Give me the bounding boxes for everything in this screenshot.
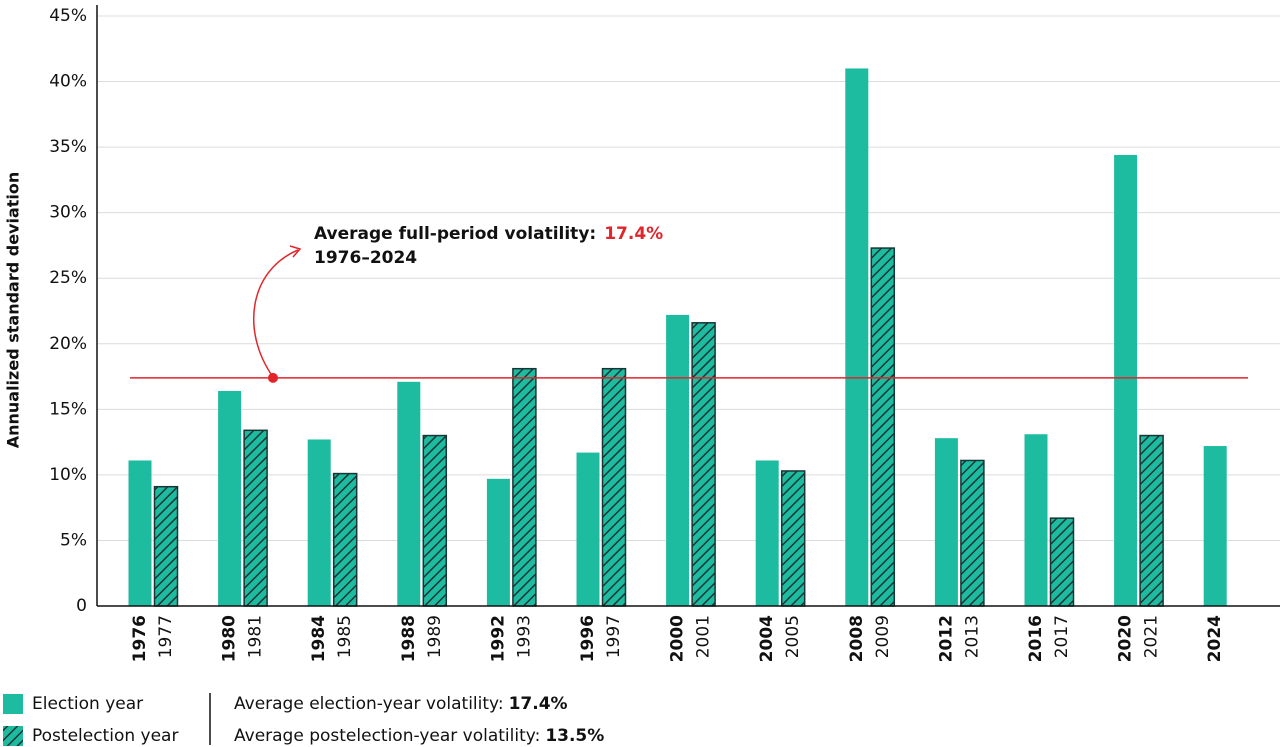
bar <box>691 322 716 607</box>
summary-label: Average election-year volatility: <box>234 694 504 714</box>
bar <box>486 478 510 606</box>
summary-value: 17.4% <box>509 694 568 714</box>
x-tick-label: 2016 <box>1026 615 1046 662</box>
legend-swatch <box>3 694 23 714</box>
x-tick-label: 2020 <box>1116 615 1136 662</box>
x-tick-label: 1992 <box>488 615 508 662</box>
x-tick-label: 1980 <box>220 615 240 662</box>
x-tick-label: 2004 <box>757 615 777 662</box>
bar <box>666 314 690 606</box>
y-tick-label: 30% <box>49 203 87 223</box>
arrow-head <box>289 245 302 258</box>
summary: Average election-year volatility: 17.4% <box>234 694 568 714</box>
bar <box>870 247 896 607</box>
y-tick-label: 45% <box>49 6 87 26</box>
annotation-label: Average full-period volatility: <box>314 224 596 244</box>
bar <box>960 459 985 607</box>
x-tick-label: 1996 <box>578 615 598 662</box>
summary-label: Average postelection-year volatility: <box>234 726 540 746</box>
bar <box>307 439 331 606</box>
bar <box>576 452 600 606</box>
bar <box>332 472 358 607</box>
bar <box>1139 434 1164 607</box>
y-tick-label: 15% <box>49 399 87 419</box>
bar <box>512 367 537 607</box>
y-tick-label: 10% <box>49 465 87 485</box>
x-tick-label: 2024 <box>1205 615 1225 662</box>
bar <box>218 390 242 606</box>
y-tick-label: 25% <box>49 268 87 288</box>
x-tick-label: 1977 <box>156 615 176 658</box>
bar <box>153 485 179 607</box>
y-tick-label: 0 <box>76 596 87 616</box>
annotation-arrow <box>253 249 299 378</box>
x-tick-label: 2005 <box>783 615 803 658</box>
x-tick-label: 1984 <box>309 615 329 662</box>
annotation-value: 17.4% <box>604 224 663 244</box>
bar <box>780 470 806 607</box>
bar <box>397 381 421 606</box>
x-tick-label: 1989 <box>425 615 445 658</box>
bar <box>934 438 958 606</box>
bar <box>422 434 448 607</box>
annotation-period: 1976–2024 <box>314 248 417 268</box>
summary-value: 13.5% <box>545 726 604 746</box>
y-tick-label: 35% <box>49 137 87 157</box>
bar <box>1049 517 1075 607</box>
bar <box>243 429 268 607</box>
x-tick-label: 1997 <box>604 615 624 658</box>
bar <box>128 460 152 606</box>
x-tick-label: 2012 <box>936 615 956 662</box>
x-tick-label: 2000 <box>668 615 688 662</box>
legend-label: Election year <box>32 694 143 714</box>
bar <box>601 367 627 607</box>
x-tick-label: 1988 <box>399 615 419 662</box>
reference-dot <box>268 372 278 383</box>
y-tick-label: 20% <box>49 334 87 354</box>
x-tick-label: 1993 <box>514 615 534 658</box>
bar <box>1114 154 1138 606</box>
bar <box>755 460 779 606</box>
y-tick-label: 5% <box>60 530 87 550</box>
legend-label: Postelection year <box>32 726 178 746</box>
x-tick-label: 2009 <box>873 615 893 658</box>
x-tick-label: 2001 <box>694 615 714 658</box>
bar <box>1024 434 1048 606</box>
x-tick-label: 1981 <box>246 615 266 658</box>
x-tick-label: 2013 <box>962 615 982 658</box>
x-tick-label: 1976 <box>130 615 150 662</box>
x-tick-label: 2017 <box>1052 615 1072 658</box>
summary: Average postelection-year volatility: 13.… <box>234 726 604 746</box>
bar <box>1203 446 1227 606</box>
y-tick-label: 40% <box>49 72 87 92</box>
bar <box>845 68 869 606</box>
y-axis-label: Annualized standard deviation <box>4 172 23 449</box>
x-tick-label: 2008 <box>847 615 867 662</box>
annotation: Average full-period volatility: 17.4% <box>314 224 663 244</box>
legend-swatch <box>3 726 23 746</box>
x-tick-label: 2021 <box>1142 615 1162 658</box>
x-tick-label: 1985 <box>335 615 355 658</box>
